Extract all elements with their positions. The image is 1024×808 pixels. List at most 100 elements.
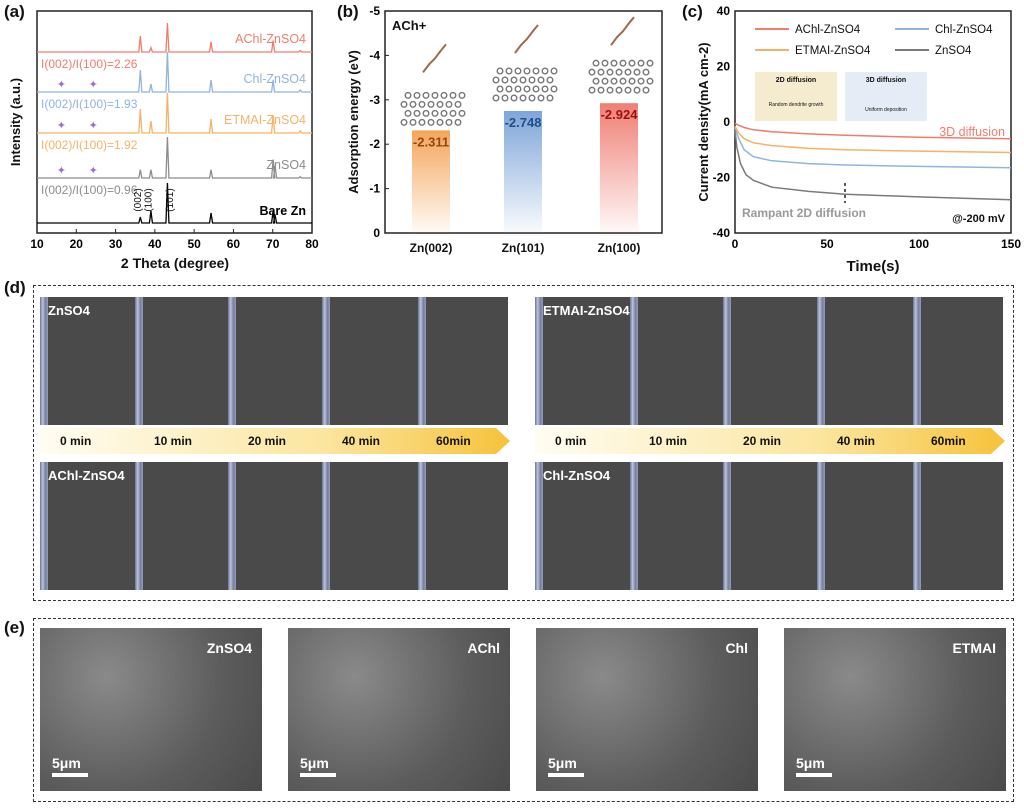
ca-ytick-label: 40 — [717, 4, 731, 18]
ca-series-0 — [734, 122, 1012, 140]
xrd-series-4 — [37, 182, 312, 224]
xrd-series-0 — [37, 22, 312, 53]
slab-atom — [528, 94, 536, 102]
ca-ylabel: Current density(mA cm-2) — [696, 42, 711, 201]
slab-atom — [588, 86, 596, 94]
time-label: 20 min — [248, 434, 287, 448]
electrode-edge — [535, 297, 543, 425]
slab-atom — [418, 118, 426, 126]
electrode-edge — [135, 462, 143, 590]
slab-atom — [619, 77, 627, 85]
molecule-icon — [514, 24, 539, 54]
slab-atom — [646, 77, 654, 85]
xrd-xtick-label: 50 — [187, 237, 201, 251]
panel-e-label: (e) — [4, 618, 25, 637]
slab-atom — [445, 100, 453, 108]
slab-atom — [541, 85, 549, 93]
slab-atom — [436, 100, 444, 108]
scale-bar-label: 5μm — [796, 755, 825, 771]
xrd-ratio-label: I(002)/I(100)=0.96 — [41, 183, 138, 197]
slab-atom — [541, 67, 549, 75]
slab-atom — [431, 109, 439, 117]
adsorption-category-label: Zn(100) — [598, 241, 641, 255]
slab-atom — [422, 91, 430, 99]
xrd-xlabel: 2 Theta (degree) — [121, 255, 229, 271]
slab-atom — [519, 76, 527, 84]
slab-atom — [413, 91, 421, 99]
panel-c-label: (c) — [682, 2, 703, 21]
ca-plot-frame — [734, 10, 1012, 234]
xrd-impurity-marker: ✦ — [89, 79, 98, 91]
sem-label: Chl — [725, 640, 748, 656]
slab-atom — [431, 91, 439, 99]
xrd-xtick-label: 10 — [30, 237, 44, 251]
time-label: 40 min — [837, 434, 876, 448]
xrd-xtick-label: 70 — [266, 237, 280, 251]
electrode-edge — [630, 297, 638, 425]
in-situ-micrograph: ETMAI-ZnSO4 — [535, 297, 1003, 425]
sem-image: ETMAI 5μm — [784, 628, 1006, 791]
micrograph-label: AChl-ZnSO4 — [48, 468, 125, 483]
panel-b-label: (b) — [337, 2, 359, 21]
three-d-label: 3D diffusion — [939, 125, 1005, 139]
slab-atom — [418, 100, 426, 108]
scale-bar — [300, 773, 336, 777]
xrd-xtick-label: 40 — [148, 237, 162, 251]
xrd-ylabel: Intensity (a.u.) — [8, 78, 23, 166]
inset-3d-diffusion — [845, 72, 927, 121]
slab-atom — [606, 68, 614, 76]
xrd-series-label: Bare Zn — [259, 204, 306, 218]
micrograph-label: ZnSO4 — [48, 303, 90, 318]
in-situ-micrograph: AChl-ZnSO4 — [40, 462, 508, 590]
time-label: 40 min — [342, 434, 381, 448]
time-label: 0 min — [555, 434, 587, 448]
scale-bar — [548, 773, 584, 777]
electrode-edge — [418, 297, 426, 425]
slab-atom — [436, 118, 444, 126]
slab-atom — [492, 76, 500, 84]
charts-svg: AChl-ZnSO4 I(002)/I(100)=2.26 ✦ ✦ Chl-ZnSO4 I… — [8, 4, 1021, 275]
ca-xlabel: Time(s) — [846, 258, 899, 275]
electrode-edge — [418, 462, 426, 590]
adsorption-ytick-label: -3 — [369, 93, 380, 107]
slab-atom — [550, 85, 558, 93]
scale-bar-label: 5μm — [52, 755, 81, 771]
inset-2d-subtitle: Random dendrite growth — [769, 102, 824, 108]
electrode-edge — [40, 462, 48, 590]
electrode-edge — [228, 462, 236, 590]
slab-atom — [642, 68, 650, 76]
xrd-impurity-marker: ✦ — [57, 120, 66, 132]
slab-atom — [454, 118, 462, 126]
slab-atom — [546, 94, 554, 102]
adsorption-ytick-label: -1 — [369, 182, 380, 196]
slab-atom — [413, 109, 421, 117]
slab-atom — [449, 109, 457, 117]
electrode-edge — [817, 297, 825, 425]
micrograph-label: Chl-ZnSO4 — [543, 468, 611, 483]
slab-atom — [610, 77, 618, 85]
legend-label: Chl-ZnSO4 — [935, 24, 993, 36]
xrd-series-label: Chl-ZnSO4 — [243, 72, 306, 86]
panel-d-label: (d) — [4, 278, 26, 297]
electrode-edge — [535, 462, 543, 590]
adsorption-value-label: -2.311 — [413, 134, 449, 149]
slab-atom — [597, 68, 605, 76]
slab-atom — [537, 94, 545, 102]
slab-atom — [427, 100, 435, 108]
xrd-series-label: ZnSO4 — [266, 158, 306, 172]
slab-atom — [546, 76, 554, 84]
ca-xtick-label: 50 — [820, 237, 834, 251]
xrd-series-2 — [37, 92, 312, 134]
xrd-xtick-label: 80 — [305, 237, 319, 251]
adsorption-value-label: -2.748 — [505, 115, 542, 130]
slab-atom — [601, 59, 609, 67]
slab-atom — [400, 100, 408, 108]
ca-series-1 — [734, 127, 1012, 169]
electrode-edge — [913, 297, 921, 425]
slab-atom — [409, 118, 417, 126]
slab-atom — [592, 59, 600, 67]
molecule-icon — [610, 16, 635, 46]
molecule-icon — [422, 43, 447, 73]
adsorption-category-label: Zn(101) — [502, 241, 545, 255]
sem-image: AChl 5μm — [288, 628, 510, 791]
